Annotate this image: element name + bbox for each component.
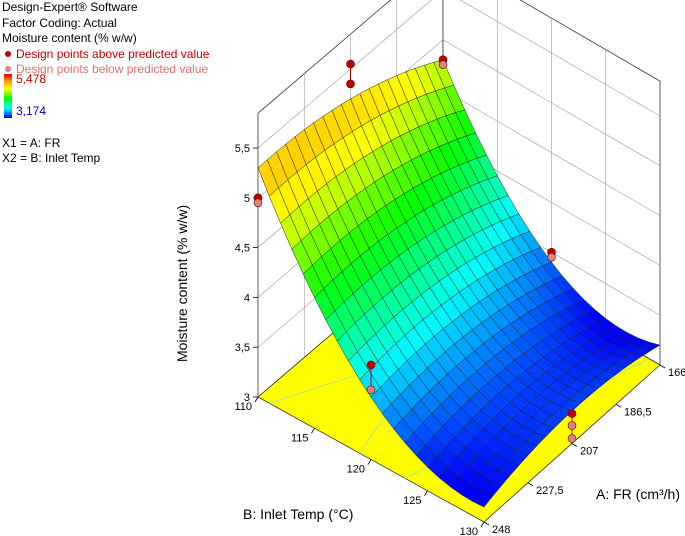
design-point [346, 59, 355, 69]
legend: Design-Expert® Software Factor Coding: A… [2, 0, 209, 78]
z-tick-label: 3 [244, 392, 250, 404]
design-point [253, 198, 263, 208]
z-tick-label: 4 [244, 292, 250, 304]
y-tick [480, 521, 485, 528]
x-tick [527, 482, 534, 487]
y-tick-label: 125 [403, 495, 421, 507]
design-points [253, 55, 577, 443]
design-point [346, 79, 355, 89]
z-tick-label: 3,5 [235, 342, 250, 354]
axis-ticks: 3 3,5 4 4,5 5 5,5 110 115 120 125 130 166 186,5 207 22… [234, 143, 685, 536]
z-tick-label: 5,5 [235, 143, 250, 155]
factor-list: X1 = A: FR X2 = B: Inlet Temp [2, 136, 100, 166]
y-tick-label: 110 [234, 401, 252, 413]
x-tick [571, 443, 578, 447]
y-tick-label: 120 [347, 464, 365, 476]
response-surface [257, 59, 661, 508]
legend-above-text: Design points above predicted value [16, 46, 210, 61]
color-scale-min: 3,174 [16, 104, 47, 118]
color-scale-bar [4, 74, 12, 118]
y-axis-label: B: Inlet Temp (°C) [243, 506, 353, 522]
design-point [567, 421, 577, 430]
y-tick-label: 115 [291, 432, 309, 444]
color-scale-max: 5,478 [16, 72, 47, 86]
y-tick [424, 490, 428, 496]
wall-grid-line [257, 0, 661, 149]
design-point [438, 60, 448, 69]
surface-cell [472, 490, 494, 508]
design-point [547, 252, 556, 262]
design-point [366, 360, 376, 370]
legend-below: Design points below predicted value [2, 62, 209, 78]
x-tick-label: 166 [668, 367, 685, 379]
y-tick [367, 459, 372, 465]
y-tick [254, 396, 259, 403]
response-label: Moisture content (% w/w) [2, 31, 137, 45]
x-axis-label: A: FR (cm³/h) [596, 486, 680, 502]
factor-x1: X1 = A: FR [2, 136, 61, 150]
software-label: Design-Expert® Software [2, 0, 138, 14]
below-dot-icon [5, 66, 11, 73]
z-tick-label: 5 [244, 193, 250, 205]
x-tick-label: 248 [492, 524, 510, 536]
legend-above: Design points above predicted value [2, 47, 209, 63]
design-point [366, 385, 376, 395]
factor-coding-label: Factor Coding: Actual [2, 15, 117, 30]
y-tick-label: 130 [460, 526, 478, 536]
x-tick [615, 403, 622, 408]
x-tick-label: 227,5 [536, 485, 564, 497]
design-point [567, 409, 577, 418]
x-tick [659, 364, 666, 369]
y-tick [311, 428, 315, 434]
z-tick-label: 4,5 [235, 243, 250, 255]
x-tick-label: 207 [580, 446, 598, 458]
z-axis-label: Moisture content (% w/w) [174, 205, 190, 362]
x-tick-label: 186,5 [624, 406, 652, 418]
design-point [567, 434, 577, 443]
x-tick [483, 521, 490, 526]
factor-x2: X2 = B: Inlet Temp [2, 151, 101, 165]
above-dot-icon [5, 50, 11, 57]
legend-below-text: Design points below predicted value [16, 62, 209, 76]
